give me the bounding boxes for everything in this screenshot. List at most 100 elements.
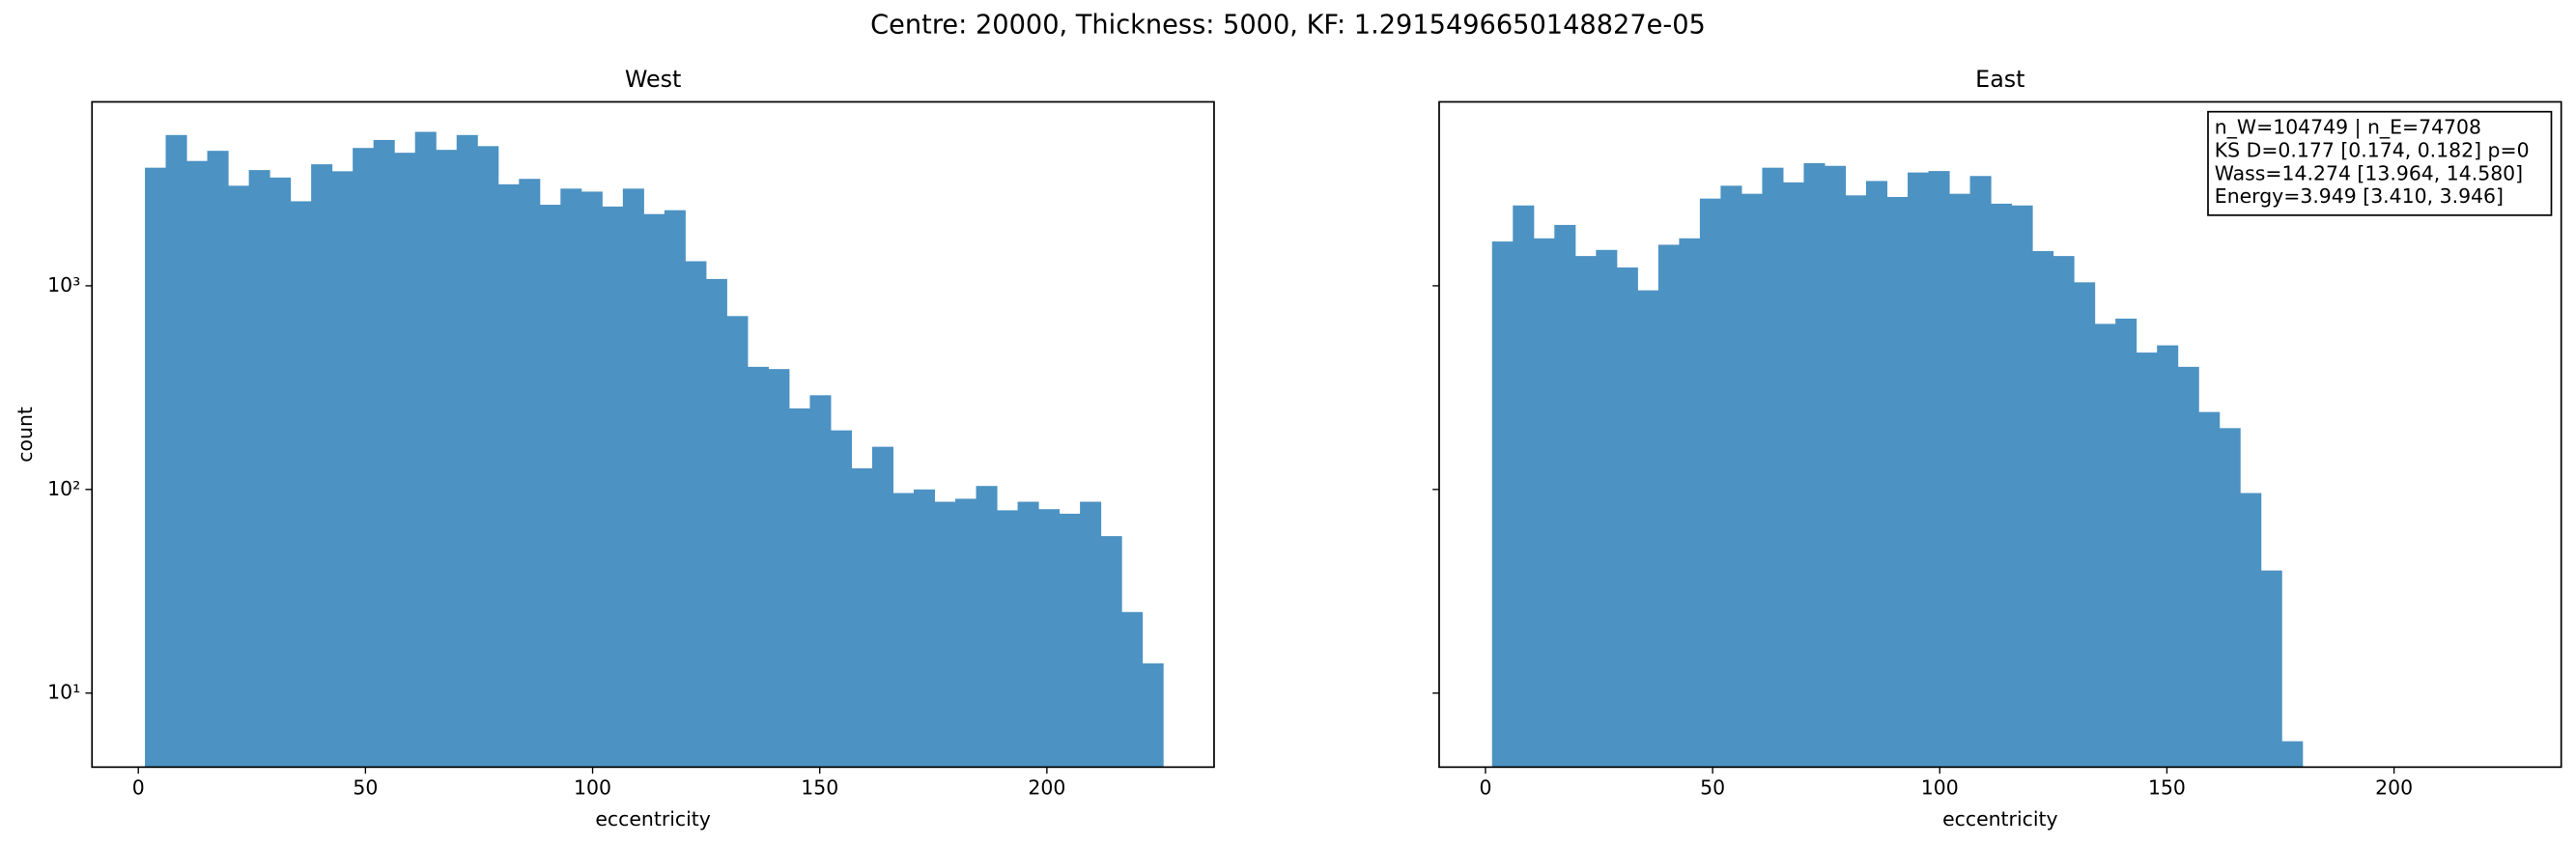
y-axis-label: count <box>14 407 37 463</box>
bar <box>353 148 375 768</box>
bar <box>477 146 499 768</box>
x-tick-label: 150 <box>2148 775 2186 799</box>
bar <box>1886 196 1909 768</box>
axes-title: East <box>1975 66 2024 93</box>
bar <box>580 191 603 768</box>
bar <box>1782 182 1804 768</box>
bar <box>664 210 686 768</box>
bar <box>1574 256 1597 768</box>
bar <box>331 171 354 768</box>
bar <box>497 183 520 768</box>
bar <box>934 501 956 768</box>
bar <box>2219 428 2241 768</box>
bar <box>2157 345 2179 768</box>
bar <box>1824 165 1847 768</box>
bar <box>685 261 707 768</box>
bar <box>165 134 187 768</box>
y-tick-label: 10² <box>47 477 80 500</box>
annotation-text: KS D=0.177 [0.174, 0.182] p=0 <box>2215 139 2530 162</box>
bar <box>2198 411 2221 768</box>
bar <box>1845 195 1867 768</box>
bar <box>1762 167 1784 768</box>
x-tick-label: 50 <box>353 775 378 799</box>
bar <box>373 139 395 768</box>
bar <box>1616 267 1638 768</box>
bar <box>1100 536 1122 768</box>
annotation-box <box>2207 110 2553 216</box>
x-axis-label: eccentricity <box>595 807 711 831</box>
annotation-text: Wass=14.274 [13.964, 14.580] <box>2215 161 2523 184</box>
bar <box>1720 185 1742 768</box>
x-tick-label: 200 <box>2375 775 2413 799</box>
bar <box>269 177 292 768</box>
bar <box>1741 193 1763 768</box>
bar <box>1637 290 1659 768</box>
bar <box>228 185 250 768</box>
bar <box>2094 324 2116 768</box>
bar <box>186 160 209 768</box>
bar <box>1554 224 1576 768</box>
bar <box>1596 249 1618 768</box>
x-tick-label: 100 <box>574 775 611 799</box>
x-tick-label: 150 <box>801 775 838 799</box>
bar <box>871 446 893 768</box>
bar <box>1059 513 1081 768</box>
x-tick-label: 0 <box>1479 775 1491 799</box>
bar <box>892 493 915 768</box>
bar <box>1491 241 1514 768</box>
bar <box>1865 181 1888 768</box>
bar <box>809 395 832 768</box>
bar <box>1908 172 1930 768</box>
bar <box>2260 570 2282 768</box>
bar <box>311 164 333 768</box>
bar <box>2115 318 2137 768</box>
bar <box>1949 193 1971 768</box>
bar <box>2281 741 2304 768</box>
bar <box>1991 203 2013 768</box>
bar <box>207 151 229 768</box>
y-tick-label: 10³ <box>47 273 80 296</box>
bar <box>1533 238 1555 768</box>
bar <box>2011 205 2033 768</box>
x-tick-label: 200 <box>1028 775 1065 799</box>
axes-title: West <box>625 66 682 93</box>
x-tick-label: 100 <box>1921 775 1959 799</box>
bar <box>726 316 749 768</box>
bar <box>2032 251 2054 768</box>
bar <box>1142 662 1164 768</box>
bar <box>2177 366 2199 768</box>
x-tick-label: 0 <box>132 775 145 799</box>
bar <box>2136 352 2158 768</box>
bar <box>955 498 977 768</box>
bar <box>290 201 312 768</box>
x-tick-label: 50 <box>1700 775 1725 799</box>
bar <box>1969 176 1992 768</box>
bar <box>2074 282 2096 768</box>
annotation-text: n_W=104749 | n_E=74708 <box>2215 116 2481 140</box>
bar <box>1928 171 1950 768</box>
axes-frame <box>91 100 1215 769</box>
bar <box>914 489 936 768</box>
bar <box>539 205 561 768</box>
bar <box>1017 501 1039 768</box>
bar <box>830 430 853 768</box>
bar <box>1121 611 1144 768</box>
figure-title: Centre: 20000, Thickness: 5000, KF: 1.29… <box>870 11 1706 41</box>
bar <box>145 167 167 768</box>
bar <box>705 278 727 768</box>
bar <box>1038 509 1061 768</box>
bar <box>519 179 541 768</box>
bar <box>436 150 458 768</box>
bar <box>2052 256 2075 768</box>
bar <box>788 408 810 768</box>
bar <box>747 366 769 768</box>
axes-frame <box>1438 100 2562 769</box>
y-tick-label: 10¹ <box>47 681 80 704</box>
bar <box>768 369 790 768</box>
bar <box>1679 238 1701 768</box>
bar <box>643 213 665 768</box>
bar <box>1699 198 1721 768</box>
annotation-text: Energy=3.949 [3.410, 3.946] <box>2215 184 2504 208</box>
